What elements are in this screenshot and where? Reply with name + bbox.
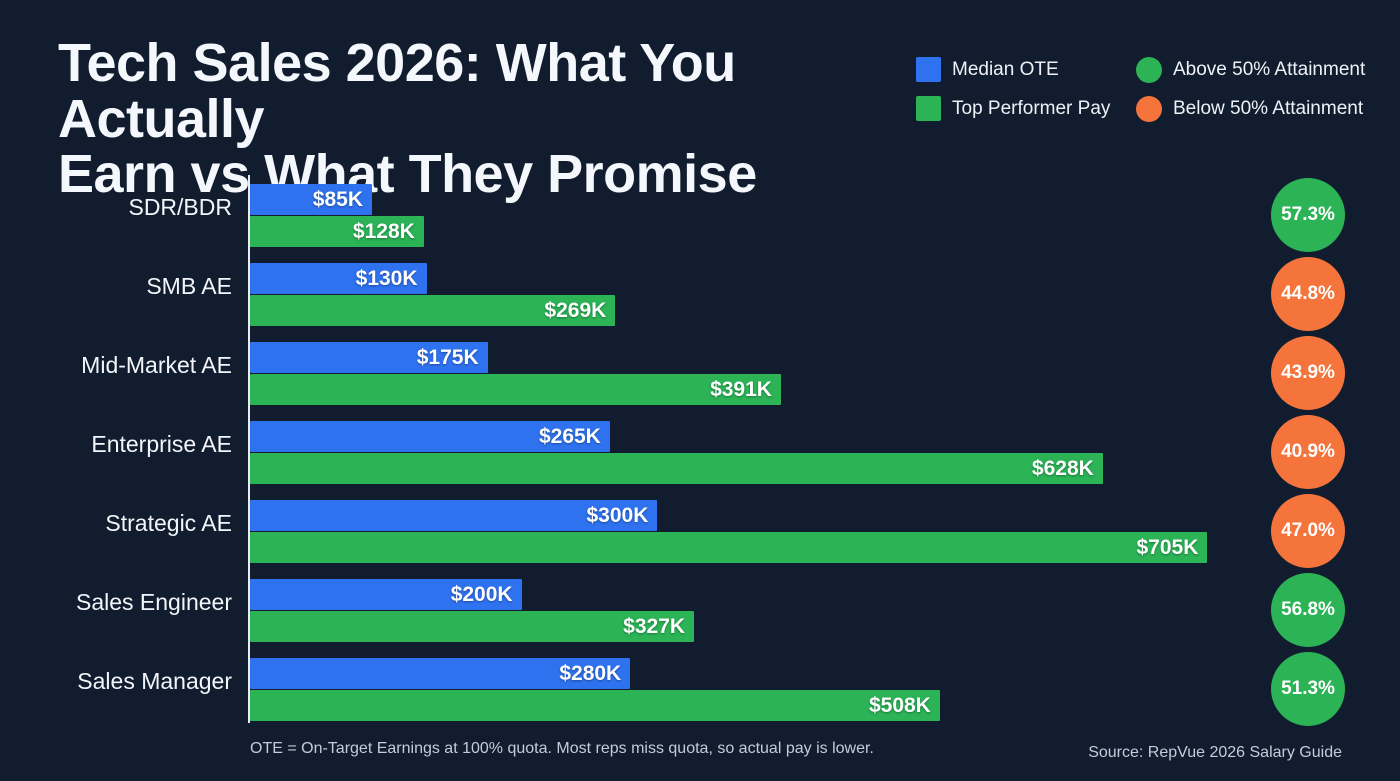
chart-header: Tech Sales 2026: What You Actually Earn … bbox=[0, 0, 1400, 202]
attainment-value: 43.9% bbox=[1281, 362, 1335, 383]
bar-value-label: $628K bbox=[1031, 456, 1094, 480]
attainment-badge[interactable]: 40.9% bbox=[1271, 415, 1345, 489]
attainment-value: 40.9% bbox=[1281, 441, 1335, 462]
attainment-badge[interactable]: 57.3% bbox=[1271, 178, 1345, 252]
legend-item-label: Above 50% Attainment bbox=[1173, 58, 1366, 80]
y-axis-line bbox=[248, 175, 250, 723]
source-text: Source: RepVue 2026 Salary Guide bbox=[1088, 744, 1342, 761]
circle-swatch-icon bbox=[1136, 56, 1162, 83]
bar-top-performer[interactable]: $628K bbox=[250, 453, 1103, 484]
legend-item-label: Top Performer Pay bbox=[952, 97, 1111, 119]
legend-item-label: Median OTE bbox=[952, 58, 1059, 80]
bar-median-ote[interactable]: $200K bbox=[250, 579, 522, 610]
attainment-badge[interactable]: 51.3% bbox=[1271, 652, 1345, 726]
bar-top-performer[interactable]: $508K bbox=[250, 690, 940, 721]
footnote-text: OTE = On-Target Earnings at 100% quota. … bbox=[250, 740, 874, 757]
category-label: Sales Manager bbox=[77, 668, 232, 694]
page-title: Tech Sales 2026: What You Actually Earn … bbox=[58, 33, 757, 205]
category-label: Mid-Market AE bbox=[81, 352, 232, 378]
legend-item: Median OTE bbox=[916, 50, 1136, 89]
category-label: Enterprise AE bbox=[91, 431, 232, 457]
bar-value-label: $85K bbox=[312, 187, 363, 211]
attainment-value: 47.0% bbox=[1281, 520, 1335, 541]
category-label: Sales Engineer bbox=[76, 589, 232, 615]
chart-plot-area: SDR/BDR $85K $128K 57.3% SMB AE $130K $269K 44.… bbox=[0, 170, 1400, 730]
attainment-badge[interactable]: 56.8% bbox=[1271, 573, 1345, 647]
bar-top-performer[interactable]: $269K bbox=[250, 295, 616, 326]
bar-value-label: $128K bbox=[352, 219, 415, 243]
bar-top-performer[interactable]: $327K bbox=[250, 611, 695, 642]
bar-value-label: $508K bbox=[868, 693, 931, 717]
attainment-badge[interactable]: 44.8% bbox=[1271, 257, 1345, 331]
bar-median-ote[interactable]: $265K bbox=[250, 421, 610, 452]
bar-group: Enterprise AE $265K $628K 40.9% bbox=[0, 413, 1400, 492]
bar-median-ote[interactable]: $280K bbox=[250, 658, 631, 689]
chart-legend: Median OTE Above 50% Attainment Top Perfor… bbox=[916, 50, 1366, 128]
bar-top-performer[interactable]: $705K bbox=[250, 532, 1208, 563]
bar-group: Sales Manager $280K $508K 51.3% bbox=[0, 650, 1400, 729]
square-swatch-icon bbox=[916, 96, 941, 121]
bar-value-label: $327K bbox=[623, 614, 686, 638]
legend-item: Above 50% Attainment bbox=[1136, 50, 1366, 89]
bar-value-label: $269K bbox=[544, 298, 607, 322]
bar-value-label: $130K bbox=[355, 266, 418, 290]
bar-value-label: $175K bbox=[416, 345, 479, 369]
bar-value-label: $280K bbox=[559, 661, 622, 685]
attainment-badge[interactable]: 43.9% bbox=[1271, 336, 1345, 410]
bar-group: Strategic AE $300K $705K 47.0% bbox=[0, 492, 1400, 571]
category-label: SDR/BDR bbox=[128, 194, 232, 220]
legend-item: Top Performer Pay bbox=[916, 89, 1136, 128]
attainment-value: 44.8% bbox=[1281, 283, 1335, 304]
square-swatch-icon bbox=[916, 57, 941, 82]
bar-value-label: $265K bbox=[538, 424, 601, 448]
bar-value-label: $200K bbox=[450, 582, 513, 606]
chart-footer: OTE = On-Target Earnings at 100% quota. … bbox=[0, 736, 1400, 781]
bar-value-label: $300K bbox=[586, 503, 649, 527]
attainment-badge[interactable]: 47.0% bbox=[1271, 494, 1345, 568]
bar-top-performer[interactable]: $128K bbox=[250, 216, 424, 247]
bar-median-ote[interactable]: $130K bbox=[250, 263, 427, 294]
legend-item-label: Below 50% Attainment bbox=[1173, 97, 1364, 119]
legend-item: Below 50% Attainment bbox=[1136, 89, 1366, 128]
attainment-value: 56.8% bbox=[1281, 599, 1335, 620]
bar-group: Mid-Market AE $175K $391K 43.9% bbox=[0, 334, 1400, 413]
bar-value-label: $705K bbox=[1136, 535, 1199, 559]
bar-median-ote[interactable]: $300K bbox=[250, 500, 658, 531]
bar-group: SDR/BDR $85K $128K 57.3% bbox=[0, 176, 1400, 255]
bar-group: Sales Engineer $200K $327K 56.8% bbox=[0, 571, 1400, 650]
bar-value-label: $391K bbox=[710, 377, 772, 401]
bar-median-ote[interactable]: $85K bbox=[250, 184, 372, 215]
bar-median-ote[interactable]: $175K bbox=[250, 342, 488, 373]
attainment-value: 51.3% bbox=[1281, 678, 1335, 699]
attainment-value: 57.3% bbox=[1281, 204, 1335, 225]
category-label: SMB AE bbox=[146, 273, 232, 299]
circle-swatch-icon bbox=[1136, 95, 1162, 122]
category-label: Strategic AE bbox=[105, 510, 232, 536]
bar-group: SMB AE $130K $269K 44.8% bbox=[0, 255, 1400, 334]
bar-top-performer[interactable]: $391K bbox=[250, 374, 781, 405]
